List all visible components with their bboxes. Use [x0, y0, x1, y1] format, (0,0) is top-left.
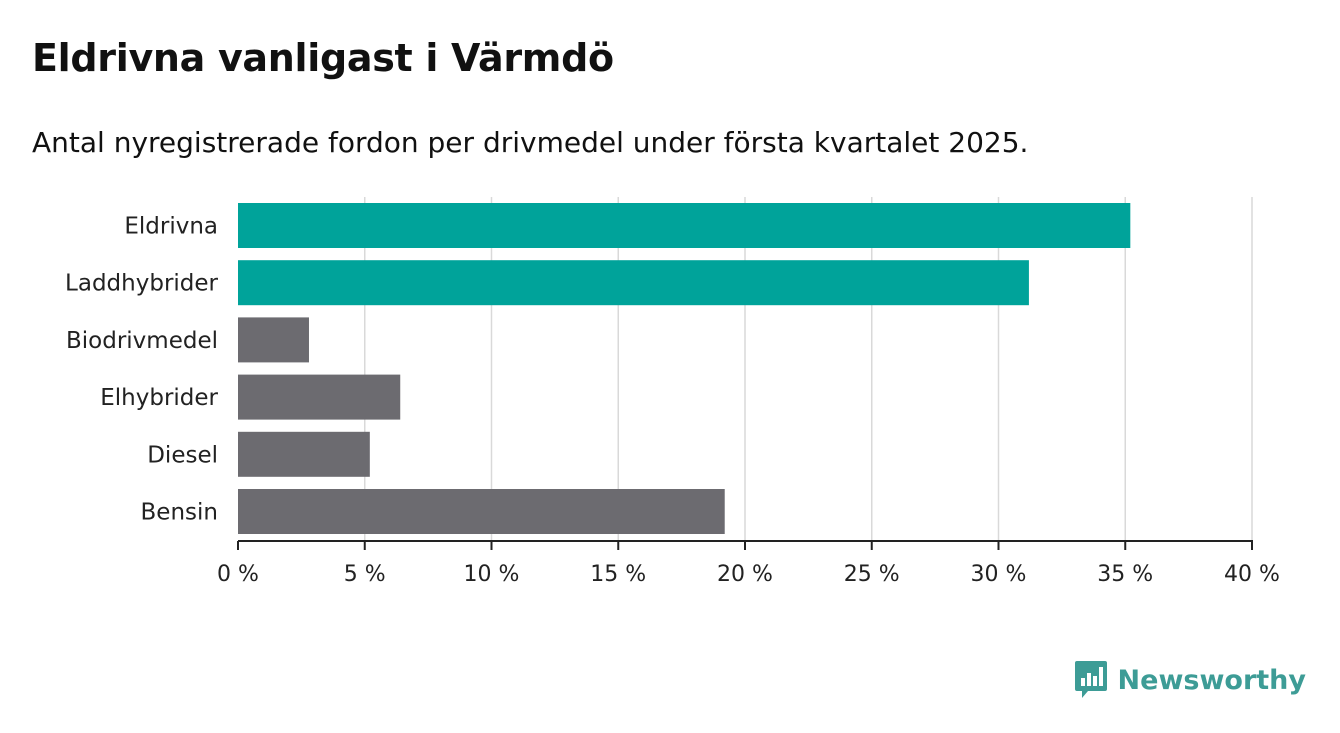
category-label: Diesel: [147, 442, 218, 468]
x-tick-label: 10 %: [464, 562, 520, 587]
newsworthy-logo-icon: [1074, 661, 1107, 698]
bar-biodrivmedel: [238, 317, 309, 363]
bars: [238, 203, 1131, 534]
x-axis: 0 % 5 % 10 % 15 % 20 % 25 % 30 % 35 % 40 %: [217, 540, 1280, 587]
category-labels: Eldrivna Laddhybrider Biodrivmedel Elhybrid…: [65, 214, 218, 526]
bar-bensin: [238, 489, 725, 534]
logo-text: Newsworthy: [1117, 664, 1306, 696]
x-tick-label: 5 %: [344, 562, 386, 587]
x-tick-label: 30 %: [971, 562, 1027, 587]
chart-title: Eldrivna vanligast i Värmdö: [32, 36, 614, 80]
category-label: Elhybrider: [100, 385, 218, 411]
x-tick-label: 25 %: [844, 562, 900, 587]
bar-chart: Eldrivna Laddhybrider Biodrivmedel Elhybrid…: [65, 197, 1280, 587]
bar-laddhybrider: [238, 260, 1029, 306]
x-tick-label: 0 %: [217, 562, 259, 587]
category-label: Bensin: [141, 500, 218, 526]
bar-diesel: [238, 431, 370, 477]
x-tick-label: 35 %: [1097, 562, 1153, 587]
bar-elhybrider: [238, 374, 401, 420]
x-tick-label: 20 %: [717, 562, 773, 587]
grid-lines: [364, 197, 1253, 541]
x-tick-label: 15 %: [590, 562, 646, 587]
x-tick-label: 40 %: [1224, 562, 1280, 587]
category-label: Biodrivmedel: [66, 328, 218, 354]
category-label: Eldrivna: [124, 214, 218, 240]
bar-eldrivna: [238, 203, 1131, 248]
category-label: Laddhybrider: [65, 271, 218, 297]
newsworthy-logo: Newsworthy: [1074, 660, 1306, 700]
chart-subtitle: Antal nyregistrerade fordon per drivmede…: [32, 126, 1029, 159]
